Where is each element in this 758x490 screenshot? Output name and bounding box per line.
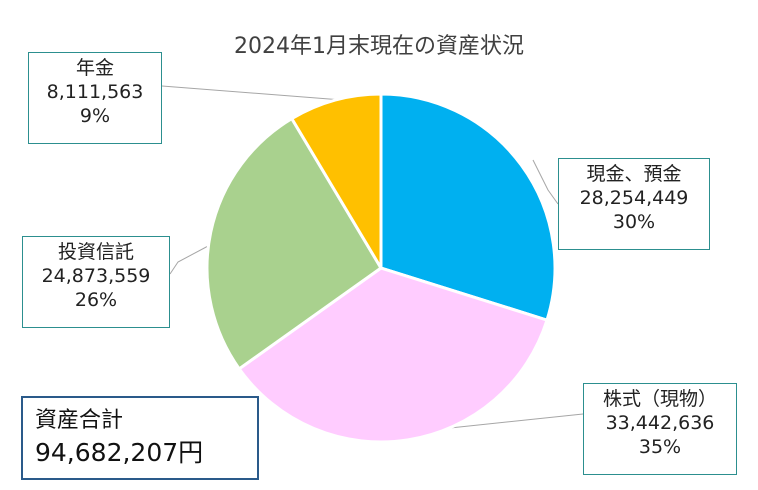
total-assets-label: 資産合計 xyxy=(35,408,124,433)
total-assets-box: 資産合計 94,682,207円 xyxy=(21,396,259,480)
data-label-stocks: 株式（現物） 33,442,636 35% xyxy=(583,383,737,475)
chart-title: 2024年1月末現在の資産状況 xyxy=(234,34,524,59)
slice-percent-label: 9% xyxy=(79,105,111,127)
slice-value-label: 8,111,563 xyxy=(46,81,144,103)
pie-slice-pension xyxy=(290,92,383,270)
slice-value-label: 28,254,449 xyxy=(579,187,689,209)
slice-percent-label: 30% xyxy=(612,211,656,233)
leader-line-cash-deposits xyxy=(532,159,559,205)
pie-slice-stocks xyxy=(237,266,549,444)
leader-line-investment-trusts xyxy=(169,244,211,275)
slice-name-label: 株式（現物） xyxy=(602,388,717,410)
slice-name-label: 現金、預金 xyxy=(586,163,682,185)
pie-slice-investment-trusts xyxy=(205,117,383,371)
slice-name-label: 年金 xyxy=(75,57,114,79)
data-label-investment-trusts: 投資信託 24,873,559 26% xyxy=(22,236,170,328)
slice-percent-label: 26% xyxy=(74,289,118,311)
leader-line-stocks xyxy=(449,413,584,429)
total-assets-value: 94,682,207円 xyxy=(35,438,204,467)
slice-value-label: 33,442,636 xyxy=(605,412,715,434)
leader-line-pension xyxy=(161,85,343,101)
slice-name-label: 投資信託 xyxy=(57,241,134,263)
data-label-cash-deposits: 現金、預金 28,254,449 30% xyxy=(558,158,710,250)
slice-value-label: 24,873,559 xyxy=(41,265,151,287)
slice-percent-label: 35% xyxy=(638,436,682,458)
pie-slice-cash-deposits xyxy=(379,92,557,322)
data-label-pension: 年金 8,111,563 9% xyxy=(28,52,162,144)
